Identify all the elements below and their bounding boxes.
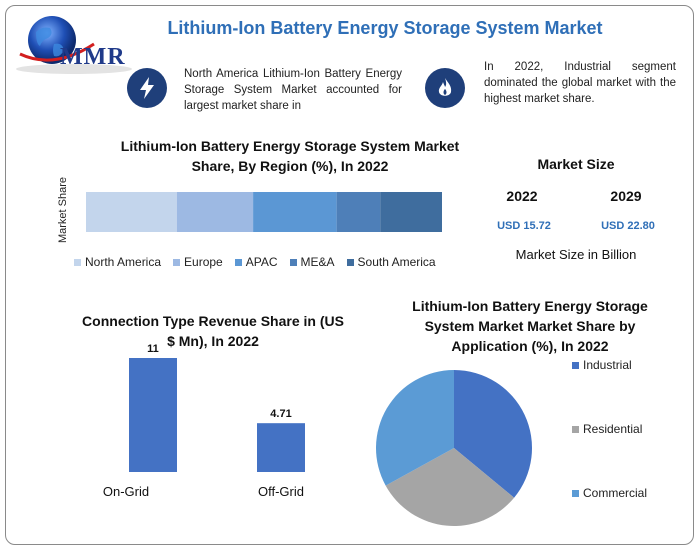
- pie-legend-item: Commercial: [572, 486, 682, 500]
- legend-swatch: [173, 258, 181, 266]
- market-value-2: USD 22.80: [601, 220, 655, 232]
- legend-swatch: [572, 361, 579, 369]
- region-stacked-bar: [86, 192, 442, 232]
- y-axis-label: Market Share: [57, 177, 69, 243]
- region-segment-south-america: [380, 192, 442, 232]
- legend-item: South America: [346, 255, 436, 269]
- legend-label: Europe: [184, 255, 223, 269]
- legend-swatch: [346, 258, 354, 266]
- legend-item: North America: [74, 255, 161, 269]
- market-size-title: Market Size: [537, 156, 615, 172]
- pie-slice-industrial: [454, 370, 532, 498]
- legend-swatch: [572, 425, 579, 433]
- flame-icon: [425, 68, 465, 108]
- legend-swatch: [289, 258, 297, 266]
- legend-label: APAC: [245, 255, 278, 269]
- mmr-logo: [14, 14, 144, 74]
- pie-legend-item: Industrial: [572, 358, 682, 372]
- application-chart-title: Lithium-Ion Battery Energy Storage Syste…: [412, 298, 648, 354]
- legend-label: Commercial: [583, 486, 648, 500]
- region-y-axis-label: Market Share: [52, 172, 80, 248]
- logo-text: MMR: [60, 44, 126, 70]
- infographic-frame: [5, 5, 694, 545]
- region-segment-north-america: [86, 192, 177, 232]
- info-text-right: In 2022, Industrial segment dominated th…: [484, 61, 676, 105]
- connection-bar-chart: 114.71: [129, 343, 305, 472]
- globe-icon: [16, 16, 132, 74]
- category-label-on-grid: On-Grid: [102, 484, 150, 499]
- market-size-unit: Market Size in Billion: [515, 247, 637, 262]
- category-label-off-grid: Off-Grid: [258, 484, 304, 499]
- region-chart-title: Lithium-Ion Battery Energy Storage Syste…: [120, 138, 460, 174]
- page-title: Lithium-Ion Battery Energy Storage Syste…: [167, 18, 603, 38]
- legend-item: ME&A: [289, 255, 335, 269]
- region-legend: North America Europe APAC ME&A South America: [74, 255, 454, 269]
- market-year-1: 2022: [506, 188, 538, 204]
- info-text-left: North America Lithium-Ion Battery Energy…: [184, 68, 402, 112]
- legend-label: ME&A: [300, 255, 335, 269]
- region-segment-me-a: [336, 192, 381, 232]
- connection-chart-title: Connection Type Revenue Share in (US $ M…: [82, 313, 344, 349]
- pie-slice-residential: [385, 448, 515, 526]
- legend-swatch: [234, 258, 242, 266]
- legend-label: North America: [85, 255, 162, 269]
- region-segment-apac: [253, 192, 337, 232]
- application-pie-chart: [376, 370, 532, 526]
- market-value-1: USD 15.72: [497, 220, 551, 232]
- bar-off-grid: [257, 423, 305, 472]
- bar-value-label: 4.71: [270, 408, 291, 420]
- pie-legend: Industrial Residential Commercial: [572, 358, 682, 500]
- pie-legend-item: Residential: [572, 422, 682, 436]
- legend-label: South America: [357, 255, 436, 269]
- legend-label: Residential: [583, 422, 643, 436]
- legend-label: Industrial: [583, 358, 632, 372]
- legend-swatch: [74, 258, 81, 266]
- bar-on-grid: [129, 358, 177, 472]
- pie-slice-commercial: [376, 370, 454, 486]
- bar-value-label: 11: [147, 343, 159, 355]
- market-year-2: 2029: [610, 188, 642, 204]
- legend-item: Europe: [173, 255, 223, 269]
- lightning-icon: [127, 68, 167, 108]
- legend-swatch: [572, 489, 579, 497]
- region-segment-europe: [176, 192, 254, 232]
- legend-item: APAC: [234, 255, 278, 269]
